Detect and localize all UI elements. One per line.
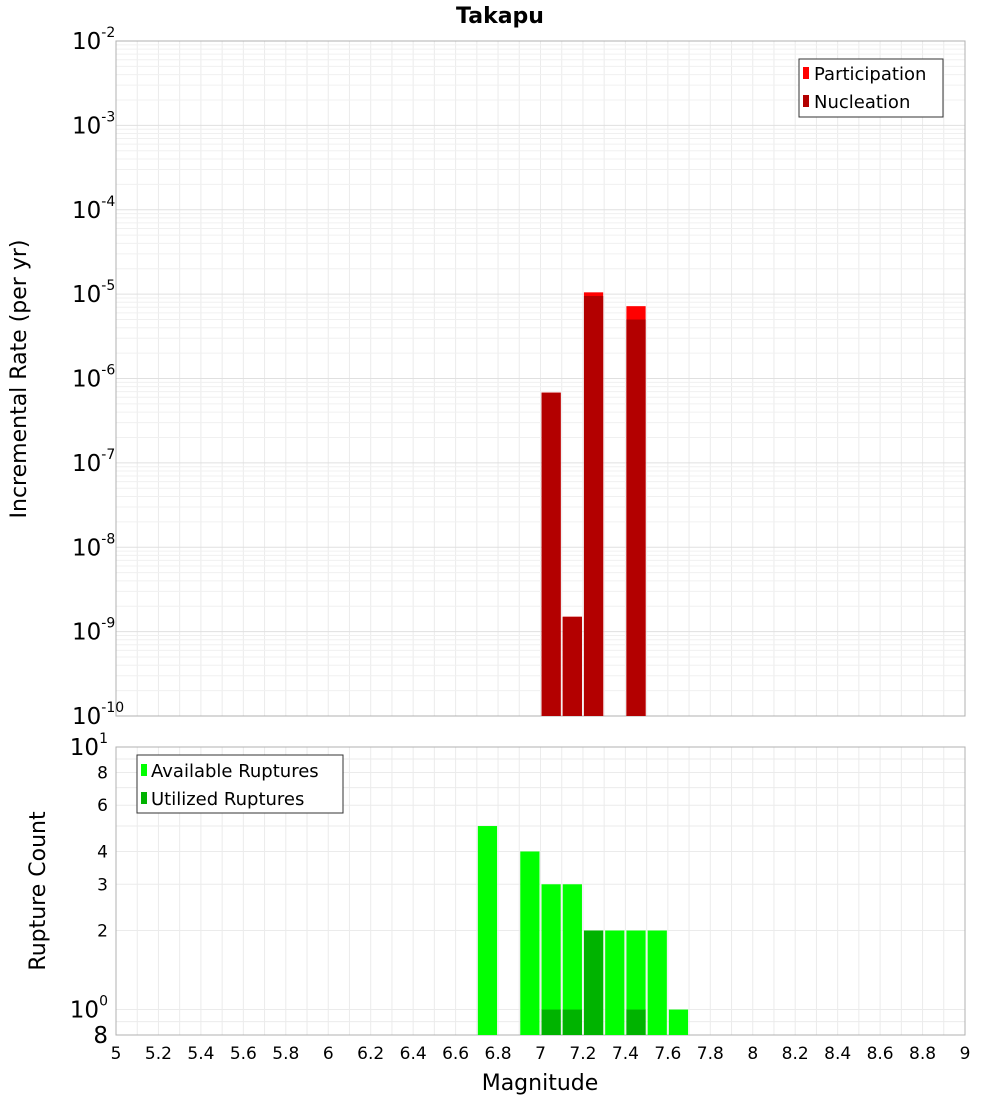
nucleation-bar — [583, 296, 604, 716]
x-tick-label: 9 — [960, 1044, 971, 1064]
bottom-y-tick-label: 4 — [97, 842, 108, 862]
available-legend-label: Available Ruptures — [151, 761, 319, 782]
x-tick-label: 5.2 — [145, 1044, 172, 1064]
x-tick-label: 7.2 — [569, 1044, 596, 1064]
top-y-tick-labels: 10-10 10-9 10-8 10-7 10-6 10-5 10-4 10-3 10-2 — [72, 25, 124, 730]
top-y-tick-label: 10-10 — [72, 700, 124, 730]
top-y-tick-label: 10-4 — [72, 194, 115, 224]
bottom-y-tick-label: 8 — [97, 763, 108, 783]
bottom-y-tick-label: 3 — [97, 875, 108, 895]
top-y-tick-label: 10-6 — [72, 363, 115, 393]
x-tick-label: 7.4 — [612, 1044, 639, 1064]
x-tick-labels: 5 5.2 5.4 5.6 5.8 6 6.2 6.4 6.6 6.8 7 7.2 7.4 7.6 7.8 8… — [111, 1044, 971, 1064]
x-tick-label: 8.2 — [782, 1044, 809, 1064]
available-ruptures-bar — [477, 826, 498, 1035]
x-tick-label: 7 — [535, 1044, 546, 1064]
top-y-tick-label: 10-7 — [72, 447, 115, 477]
x-tick-label: 5.8 — [272, 1044, 299, 1064]
utilized-legend-label: Utilized Ruptures — [151, 789, 304, 810]
bottom-plot-bars — [477, 826, 689, 1035]
x-axis-label: Magnitude — [482, 1071, 599, 1096]
x-tick-label: 6.2 — [357, 1044, 384, 1064]
bottom-y-tick-label: 2 — [97, 922, 108, 942]
x-tick-label: 5.6 — [230, 1044, 257, 1064]
available-legend-swatch — [141, 764, 147, 776]
utilized-legend-swatch — [141, 792, 147, 804]
utilized-ruptures-bar — [562, 1009, 582, 1035]
x-tick-label: 8.6 — [867, 1044, 894, 1064]
top-legend: Participation Nucleation — [798, 58, 944, 118]
bottom-y-axis-label: Rupture Count — [26, 811, 51, 971]
top-y-tick-label: 10-2 — [72, 25, 115, 55]
bottom-y-tick-label: 100 — [70, 994, 108, 1024]
available-ruptures-bar — [541, 884, 561, 1035]
x-tick-label: 6.6 — [442, 1044, 469, 1064]
available-ruptures-bar — [668, 1009, 689, 1035]
x-tick-label: 8.8 — [909, 1044, 936, 1064]
x-tick-label: 6.4 — [400, 1044, 427, 1064]
available-ruptures-bar — [605, 930, 625, 1035]
x-tick-label: 7.8 — [697, 1044, 724, 1064]
x-tick-label: 5.4 — [187, 1044, 214, 1064]
nucleation-legend-label: Nucleation — [814, 92, 910, 113]
utilized-ruptures-bar — [583, 930, 604, 1035]
x-tick-label: 8 — [747, 1044, 758, 1064]
utilized-ruptures-bar — [541, 1009, 561, 1035]
nucleation-bar — [541, 392, 561, 716]
available-ruptures-bar — [626, 930, 646, 1035]
chart-title: Takapu — [456, 4, 544, 29]
bottom-y-tick-label: 8 — [93, 1023, 108, 1049]
participation-legend-swatch — [803, 67, 809, 79]
top-y-tick-label: 10-3 — [72, 109, 115, 139]
x-tick-label: 7.6 — [654, 1044, 681, 1064]
top-y-tick-label: 10-5 — [72, 278, 115, 308]
top-y-axis-label: Incremental Rate (per yr) — [7, 240, 32, 519]
bottom-y-tick-label: 6 — [97, 796, 108, 816]
nucleation-bar — [562, 616, 582, 716]
nucleation-bar — [626, 319, 646, 716]
top-legend-box — [798, 58, 944, 118]
x-tick-label: 5 — [111, 1044, 122, 1064]
x-tick-label: 6 — [323, 1044, 334, 1064]
bottom-plot-area — [115, 746, 966, 1036]
nucleation-legend-swatch — [803, 95, 809, 107]
top-plot-bars — [541, 292, 646, 716]
x-tick-label: 8.4 — [824, 1044, 851, 1064]
bottom-legend: Available Ruptures Utilized Ruptures — [136, 754, 344, 814]
available-ruptures-bar — [647, 930, 667, 1035]
top-y-tick-label: 10-9 — [72, 616, 115, 646]
bottom-y-tick-label: 101 — [70, 731, 108, 761]
participation-legend-label: Participation — [814, 64, 926, 85]
utilized-ruptures-bar — [626, 1009, 646, 1035]
bottom-legend-box — [136, 754, 344, 814]
available-ruptures-bar — [562, 884, 582, 1035]
top-plot-gridlines — [115, 41, 966, 717]
top-plot-area — [115, 40, 966, 717]
available-ruptures-bar — [520, 851, 540, 1035]
x-tick-label: 6.8 — [485, 1044, 512, 1064]
top-y-tick-label: 10-8 — [72, 531, 115, 561]
